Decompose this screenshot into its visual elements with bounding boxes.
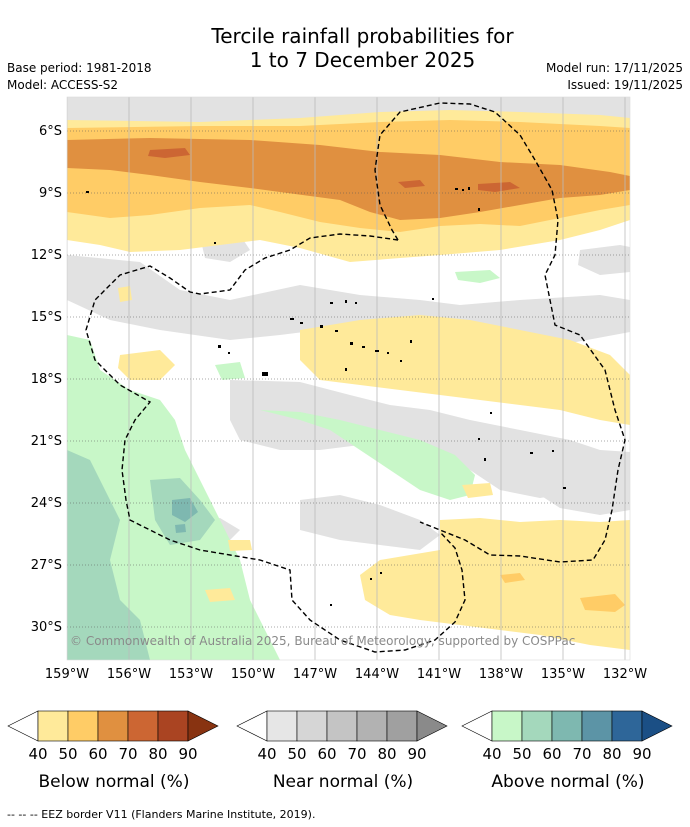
lat-label-15s: 15°S xyxy=(30,310,62,325)
lat-label-27s: 27°S xyxy=(30,558,62,573)
issued-date: Issued: 19/11/2025 xyxy=(567,78,683,92)
above-tick-60: 60 xyxy=(542,745,562,763)
above-extend-high xyxy=(641,710,673,742)
lon-label-159w: 159°W xyxy=(44,667,90,682)
near-tick-40: 40 xyxy=(257,745,277,763)
lon-label-144w: 144°W xyxy=(354,667,400,682)
above-extend-low xyxy=(461,710,493,742)
below-color-segment xyxy=(157,710,189,742)
below-tick-90: 90 xyxy=(178,745,198,763)
above-color-segment xyxy=(551,710,583,742)
islands xyxy=(86,187,566,606)
above-tick-40: 40 xyxy=(482,745,502,763)
near-color-segment xyxy=(386,710,418,742)
below-normal-title: Below normal (%) xyxy=(38,772,190,792)
lat-label-6s: 6°S xyxy=(38,124,62,139)
below-color-segment xyxy=(127,710,159,742)
above-color-segment xyxy=(521,710,553,742)
lat-label-21s: 21°S xyxy=(30,434,62,449)
probability-map xyxy=(66,96,631,661)
eez-borders xyxy=(85,102,626,653)
meridian-lines xyxy=(67,97,626,660)
lon-label-156w: 156°W xyxy=(106,667,152,682)
near-tick-80: 80 xyxy=(377,745,397,763)
map-title-line1: Tercile rainfall probabilities for xyxy=(211,24,514,48)
colorbars xyxy=(7,710,673,742)
near-color-segment xyxy=(266,710,298,742)
lon-label-153w: 153°W xyxy=(168,667,214,682)
below-tick-80: 80 xyxy=(148,745,168,763)
lat-label-9s: 9°S xyxy=(38,186,62,201)
below-color-segment xyxy=(67,710,99,742)
below-extend-high xyxy=(187,710,219,742)
near-color-segment xyxy=(356,710,388,742)
above-color-segment xyxy=(611,710,643,742)
above-color-segment xyxy=(491,710,523,742)
below-tick-60: 60 xyxy=(88,745,108,763)
colorbar-below xyxy=(7,710,219,742)
near-color-segment xyxy=(296,710,328,742)
near-color-segment xyxy=(326,710,358,742)
below-color-segment xyxy=(37,710,69,742)
above-color-segment xyxy=(581,710,613,742)
lat-label-12s: 12°S xyxy=(30,248,62,263)
lat-label-24s: 24°S xyxy=(30,496,62,511)
below-tick-50: 50 xyxy=(58,745,78,763)
colorbar-near xyxy=(236,710,448,742)
near-tick-50: 50 xyxy=(287,745,307,763)
grid-lines xyxy=(67,130,630,628)
below-normal-areas xyxy=(67,110,630,650)
near-extend-low xyxy=(236,710,268,742)
above-tick-80: 80 xyxy=(602,745,622,763)
lat-label-30s: 30°S xyxy=(30,620,62,635)
above-tick-90: 90 xyxy=(632,745,652,763)
map-frame xyxy=(66,96,631,661)
near-tick-70: 70 xyxy=(347,745,367,763)
near-normal-title: Near normal (%) xyxy=(272,772,414,792)
below-tick-70: 70 xyxy=(118,745,138,763)
above-tick-70: 70 xyxy=(572,745,592,763)
lon-label-135w: 135°W xyxy=(540,667,586,682)
above-normal-title: Above normal (%) xyxy=(491,772,645,792)
base-period: Base period: 1981-2018 xyxy=(7,61,152,75)
map-title-line2: 1 to 7 December 2025 xyxy=(249,48,476,72)
model-run: Model run: 17/11/2025 xyxy=(545,61,683,75)
above-tick-50: 50 xyxy=(512,745,532,763)
above-normal-areas xyxy=(67,270,500,660)
near-tick-90: 90 xyxy=(407,745,427,763)
model-name: Model: ACCESS-S2 xyxy=(7,78,119,92)
below-extend-low xyxy=(7,710,39,742)
lon-label-138w: 138°W xyxy=(478,667,524,682)
eez-footnote: -- -- -- EEZ border V11 (Flanders Marine… xyxy=(7,808,316,821)
near-tick-60: 60 xyxy=(317,745,337,763)
below-color-segment xyxy=(97,710,129,742)
lon-label-132w: 132°W xyxy=(602,667,648,682)
lon-label-150w: 150°W xyxy=(230,667,276,682)
lon-label-141w: 141°W xyxy=(416,667,462,682)
below-tick-40: 40 xyxy=(28,745,48,763)
colorbar-above xyxy=(461,710,673,742)
lon-label-147w: 147°W xyxy=(292,667,338,682)
near-extend-high xyxy=(416,710,448,742)
lat-label-18s: 18°S xyxy=(30,372,62,387)
copyright-notice: © Commonwealth of Australia 2025, Bureau… xyxy=(70,634,576,648)
